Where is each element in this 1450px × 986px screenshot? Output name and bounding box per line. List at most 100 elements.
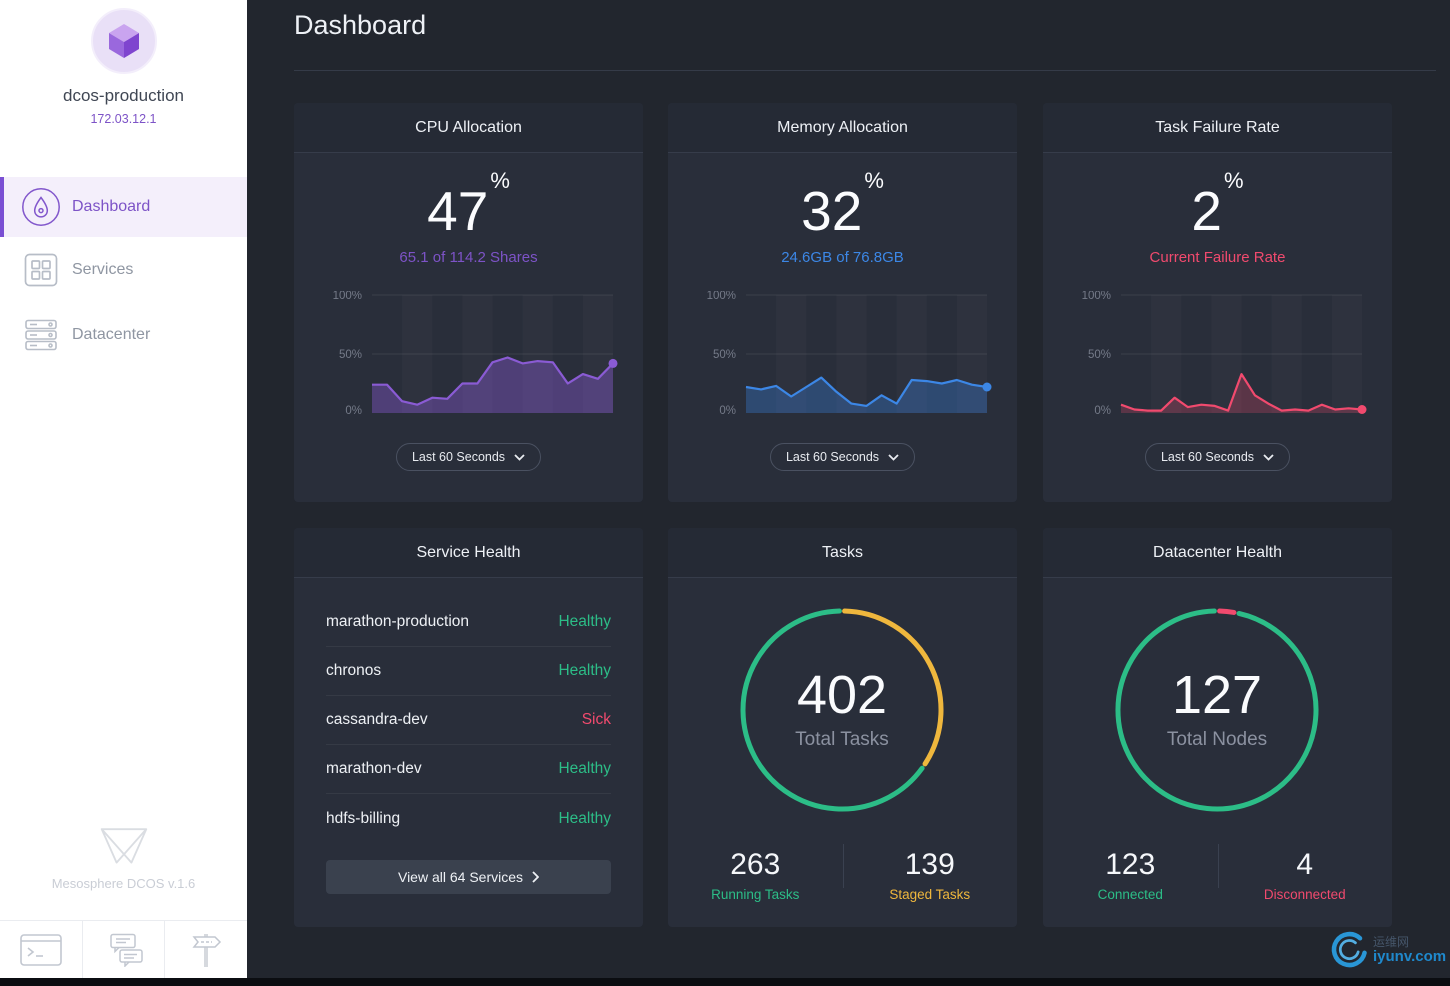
cpu-range-dropdown[interactable]: Last 60 Seconds [395,443,542,471]
disconnected-nodes-label: Disconnected [1263,887,1346,902]
range-label: Last 60 Seconds [785,450,880,464]
memory-percent-value: 32 [801,180,863,242]
failure-line-chart: 100% 50% 0% [1057,290,1378,417]
tasks-stats: 263 Running Tasks 139 Staged Tasks [668,848,1017,902]
percent-sign: % [864,167,884,193]
staged-tasks-stat: 139 Staged Tasks [843,848,1018,902]
watermark-logo-icon [1331,931,1367,968]
sidebar-item-label: Dashboard [72,198,151,215]
signpost-icon [192,933,222,967]
connected-nodes-stat: 123 Connected [1043,848,1218,902]
service-row[interactable]: marathon-production Healthy [326,598,611,647]
running-tasks-value: 263 [730,848,781,881]
running-tasks-stat: 263 Running Tasks [668,848,843,902]
tasks-donut-chart: 402 Total Tasks [736,604,948,816]
cube-icon [108,24,139,58]
staged-tasks-label: Staged Tasks [889,887,971,902]
cluster-name: dcos-production [63,86,184,105]
page-title: Dashboard [294,10,427,40]
service-status: Healthy [558,613,611,630]
title-divider [294,70,1436,71]
service-name: hdfs-billing [326,809,401,827]
version-label: Mesosphere DCOS v.1.6 [51,876,196,891]
chevron-right-icon [532,871,540,883]
service-status: Healthy [558,760,611,777]
cluster-info: dcos-production 172.03.12.1 [0,8,247,126]
sidebar-item-label: Datacenter [72,325,151,343]
grid-icon [21,253,61,287]
service-row[interactable]: cassandra-dev Sick [326,696,611,745]
chevron-down-icon [1263,453,1274,461]
memory-percent: 32% [668,168,1017,243]
stats-divider [842,844,844,888]
view-all-services-label: View all 64 Services [397,869,524,885]
watermark-site-name: 运维网 [1373,935,1410,950]
service-name: chronos [326,662,382,679]
memory-line-chart: 100% 50% 0% [682,290,1003,417]
service-health-panel: Service Health marathon-production Healt… [294,528,643,927]
sidebar-iconbar [0,920,247,978]
service-status: Healthy [558,662,611,679]
service-row[interactable]: hdfs-billing Healthy [326,794,611,843]
chat-icon [109,933,143,967]
service-row[interactable]: chronos Healthy [326,647,611,696]
cpu-shares-label: 65.1 of 114.2 Shares [399,249,538,266]
staged-tasks-value: 139 [904,848,955,881]
service-status: Healthy [558,809,611,827]
cpu-line-chart: 100% 50% 0% [308,290,629,417]
sidebar-item-dashboard[interactable]: Dashboard [0,177,247,237]
main-content: Dashboard CPU Allocation 47% 65.1 of 114… [247,0,1450,986]
svg-text:50%: 50% [339,349,362,361]
service-name: cassandra-dev [326,711,428,728]
sidebar-item-services[interactable]: Services [0,237,247,302]
svg-text:100%: 100% [1082,291,1111,302]
cpu-percent: 47% [294,168,643,243]
dcos-logo[interactable] [90,8,157,74]
sidebar-item-datacenter[interactable]: Datacenter [0,302,247,367]
nodes-donut-chart: 127 Total Nodes [1111,604,1323,816]
disconnected-nodes-stat: 4 Disconnected [1218,848,1393,902]
sidebar-nav: Dashboard Services [0,177,247,367]
cpu-percent-value: 47 [427,180,489,242]
svg-text:50%: 50% [1088,349,1111,361]
gauge-icon [21,187,61,227]
service-row[interactable]: marathon-dev Healthy [326,745,611,794]
nodes-stats: 123 Connected 4 Disconnected [1043,848,1392,902]
view-all-services-button[interactable]: View all 64 Services [326,860,611,894]
cli-button[interactable] [0,921,82,978]
servers-icon [21,318,61,352]
panel-title: Memory Allocation [668,103,1017,153]
failure-rate-label: Current Failure Rate [1149,249,1286,266]
tour-button[interactable] [164,921,247,978]
cluster-ip: 172.03.12.1 [90,112,157,126]
disconnected-nodes-value: 4 [1296,848,1314,881]
memory-usage-label: 24.6GB of 76.8GB [781,249,904,266]
panel-title: Tasks [668,528,1017,578]
panel-title: Datacenter Health [1043,528,1392,578]
tasks-panel: Tasks 402 Total Tasks 263 Running Tasks … [668,528,1017,927]
percent-sign: % [1224,167,1244,193]
memory-range-dropdown[interactable]: Last 60 Seconds [769,443,916,471]
failure-range-dropdown[interactable]: Last 60 Seconds [1144,443,1291,471]
service-name: marathon-production [326,613,470,630]
service-status: Sick [581,711,611,728]
range-label: Last 60 Seconds [411,450,506,464]
datacenter-health-panel: Datacenter Health 127 Total Nodes 123 Co… [1043,528,1392,927]
watermark-site-url: iyunv.com [1373,948,1447,966]
svg-text:100%: 100% [707,291,736,302]
range-label: Last 60 Seconds [1160,450,1255,464]
connected-nodes-value: 123 [1105,848,1156,881]
terminal-icon [20,933,62,966]
panel-title: Service Health [294,528,643,578]
panel-title: CPU Allocation [294,103,643,153]
panel-title: Task Failure Rate [1043,103,1392,153]
failure-percent-value: 2 [1191,180,1223,242]
service-name: marathon-dev [326,760,422,777]
svg-text:100%: 100% [333,291,362,302]
failure-percent: 2% [1043,168,1392,243]
service-list: marathon-production Healthy chronos Heal… [326,598,611,843]
stats-divider [1217,844,1219,888]
memory-allocation-panel: Memory Allocation 32% 24.6GB of 76.8GB 1… [668,103,1017,502]
feedback-button[interactable] [81,921,165,978]
mesosphere-logo [0,818,247,875]
